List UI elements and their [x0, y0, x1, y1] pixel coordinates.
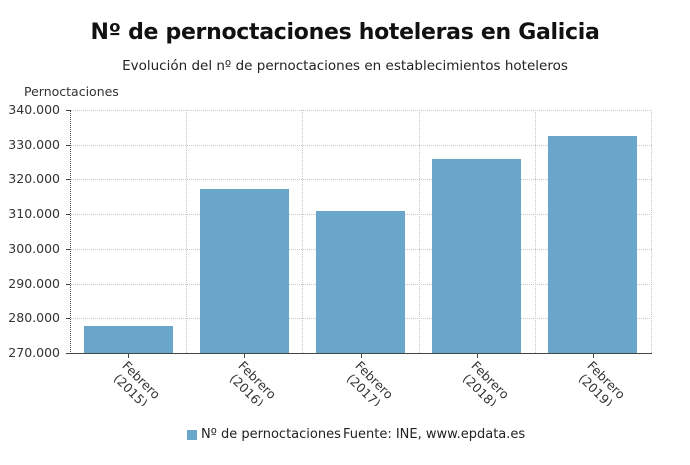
y-axis-title: Pernoctaciones	[24, 84, 119, 99]
bar[interactable]	[199, 188, 289, 353]
gridline-horizontal	[71, 144, 652, 146]
x-tick-label: Febrero (2015)	[109, 358, 164, 406]
y-tick-mark	[66, 179, 70, 181]
gridline-vertical	[534, 110, 536, 353]
gridline-vertical	[186, 110, 188, 353]
x-tick-label: Febrero (2019)	[574, 358, 629, 406]
y-tick-label: 340.000	[8, 102, 60, 117]
legend: Nº de pernoctaciones	[187, 427, 341, 442]
y-tick-mark	[66, 214, 70, 216]
x-tick-label: Febrero (2016)	[225, 358, 280, 406]
y-tick-label: 310.000	[8, 206, 60, 222]
gridline-horizontal	[71, 110, 652, 111]
x-axis-line	[70, 353, 652, 354]
y-tick-label: 280.000	[8, 310, 60, 326]
y-tick-mark	[66, 283, 70, 285]
gridline-vertical	[302, 110, 304, 353]
chart-subtitle: Evolución del nº de pernoctaciones en es…	[122, 58, 568, 74]
x-tick-mark	[592, 354, 594, 358]
x-tick-label: Febrero (2017)	[341, 358, 396, 406]
y-tick-label: 320.000	[8, 171, 60, 187]
y-tick-mark	[66, 318, 70, 320]
bar[interactable]	[83, 325, 173, 353]
gridline-vertical	[418, 110, 420, 353]
source-note: Fuente: INE, www.epdata.es	[343, 427, 526, 442]
bar[interactable]	[316, 211, 405, 353]
y-tick-mark	[66, 144, 70, 146]
chart-title: Nº de pernoctaciones hoteleras en Galici…	[90, 20, 600, 45]
gridline-horizontal	[71, 179, 652, 181]
y-tick-label: 270.000	[8, 345, 60, 360]
y-tick-label: 300.000	[8, 240, 60, 256]
x-tick-mark	[360, 354, 362, 358]
y-tick-mark	[66, 248, 70, 250]
x-tick-label: Febrero (2018)	[457, 358, 512, 406]
legend-swatch	[187, 429, 197, 440]
x-labels-clip: Febrero (2015) Febrero (2016) Febrero (2017) F…	[0, 354, 690, 406]
y-tick-label: 330.000	[8, 136, 60, 152]
bar[interactable]	[548, 136, 638, 353]
bar[interactable]	[432, 158, 522, 353]
y-tick-mark	[66, 353, 70, 354]
legend-label: Nº de pernoctaciones	[201, 427, 341, 442]
y-tick-mark	[66, 110, 70, 111]
y-tick-label: 290.000	[8, 275, 60, 291]
x-tick-mark	[476, 354, 478, 358]
x-tick-mark	[128, 354, 130, 358]
y-axis-line	[70, 110, 71, 354]
x-tick-mark	[244, 354, 246, 358]
gridline-vertical	[651, 110, 652, 353]
